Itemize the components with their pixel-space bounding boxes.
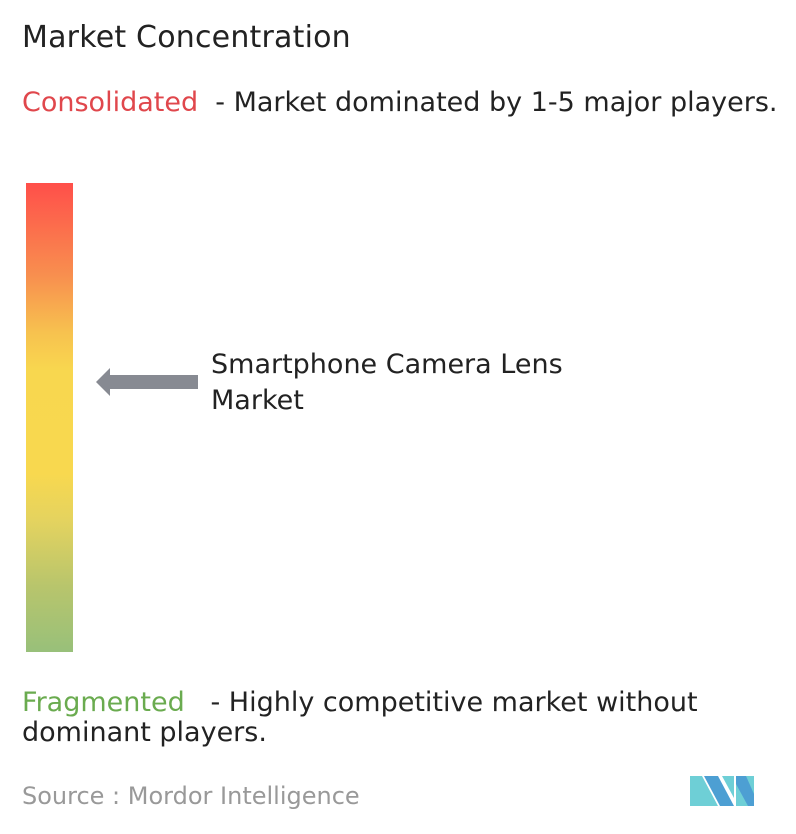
consolidated-description: Consolidated - Market dominated by 1-5 m…: [22, 88, 792, 118]
fragmented-text: - Highly competitive market without domi…: [22, 687, 707, 748]
consolidated-text: - Market dominated by 1-5 major players.: [198, 87, 778, 118]
page-title: Market Concentration: [22, 20, 351, 55]
consolidated-label: Consolidated: [22, 87, 199, 118]
arrow-left-icon: [96, 368, 198, 396]
source-text: Source : Mordor Intelligence: [22, 782, 360, 810]
market-label: Smartphone Camera Lens Market: [211, 349, 563, 416]
mordor-intelligence-logo: [690, 776, 754, 806]
fragmented-description: Fragmented - Highly competitive market w…: [22, 688, 792, 748]
fragmented-label: Fragmented: [22, 687, 185, 718]
concentration-gradient-bar: [26, 183, 73, 652]
